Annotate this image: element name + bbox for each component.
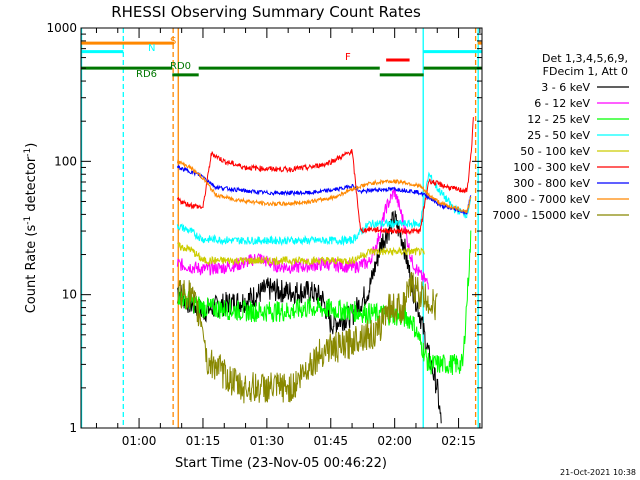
- series-line-4: [177, 242, 425, 267]
- series-line-1: [176, 187, 429, 290]
- y-tick-label: 1000: [46, 21, 77, 35]
- rd0-label: RD0: [170, 61, 191, 72]
- legend-entry-label: 800 - 7000 keV: [506, 193, 590, 206]
- legend-entry-label: 6 - 12 keV: [534, 97, 590, 110]
- legend-entry-label: 3 - 6 keV: [541, 81, 590, 94]
- footer-timestamp: 21-Oct-2021 10:38: [560, 468, 636, 477]
- legend: Det 1,3,4,5,6,9,FDecim 1, Att 0 3 - 6 keV…: [492, 52, 629, 222]
- x-tick-label: 01:45: [313, 434, 348, 448]
- series-line-8: [176, 271, 438, 404]
- plot-frame: [80, 27, 483, 429]
- series-line-2: [176, 230, 472, 376]
- y-tick-label: 100: [54, 154, 77, 168]
- x-tick-label: 02:00: [377, 434, 412, 448]
- night-label: N: [148, 43, 155, 54]
- y-tick-label: 1: [69, 421, 77, 435]
- series-line-7: [176, 159, 472, 214]
- legend-entry-label: 7000 - 15000 keV: [492, 209, 590, 222]
- x-tick-label: 02:15: [441, 434, 476, 448]
- y-tick-label: 10: [62, 288, 77, 302]
- legend-header-line: Det 1,3,4,5,6,9,: [542, 52, 628, 65]
- instrument-state-annotations: S N RD0 RD6 F: [81, 28, 482, 428]
- rd6-label: RD6: [136, 69, 157, 80]
- series-line-6: [176, 164, 472, 215]
- legend-entry-label: 25 - 50 keV: [527, 129, 590, 142]
- legend-entry-label: 12 - 25 keV: [527, 113, 590, 126]
- legend-entry-label: 50 - 100 keV: [520, 145, 590, 158]
- series-line-3: [176, 171, 472, 247]
- axes: 1 10 100 1000 01:00 01:15 01:30 01:45 02:00 02:15: [46, 21, 482, 448]
- x-tick-label: 01:15: [186, 434, 221, 448]
- y-axis-label: Count Rate (s-1 detector-1): [23, 143, 39, 314]
- x-tick-label: 01:30: [250, 434, 285, 448]
- flare-label: F: [345, 52, 351, 63]
- legend-entry-label: 300 - 800 keV: [513, 177, 590, 190]
- saa-label: S: [170, 36, 176, 47]
- legend-entry-label: 100 - 300 keV: [513, 161, 590, 174]
- chart-title: RHESSI Observing Summary Count Rates: [111, 3, 421, 21]
- series-lines: [176, 117, 474, 424]
- x-tick-label: 01:00: [122, 434, 157, 448]
- x-axis-label: Start Time (23-Nov-05 00:46:22): [175, 456, 387, 471]
- legend-header-line: FDecim 1, Att 0: [543, 65, 628, 78]
- series-line-5: [176, 117, 474, 236]
